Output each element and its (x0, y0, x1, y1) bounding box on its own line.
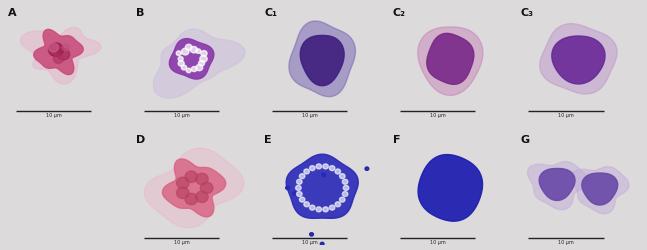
Circle shape (200, 56, 207, 63)
Circle shape (340, 197, 345, 202)
Circle shape (316, 164, 322, 169)
Circle shape (322, 174, 325, 177)
Text: 10 μm: 10 μm (173, 113, 190, 117)
Text: F: F (393, 135, 400, 144)
Circle shape (329, 166, 335, 171)
Circle shape (185, 171, 197, 183)
Circle shape (190, 47, 197, 54)
Circle shape (304, 202, 309, 207)
Text: B: B (137, 8, 145, 18)
Circle shape (199, 61, 204, 67)
Text: C₃: C₃ (521, 8, 534, 18)
Circle shape (178, 57, 183, 62)
Circle shape (296, 186, 301, 191)
Circle shape (49, 44, 58, 53)
Text: C₂: C₂ (393, 8, 406, 18)
Text: A: A (8, 8, 17, 18)
Polygon shape (170, 40, 214, 80)
Circle shape (309, 205, 315, 210)
Circle shape (176, 52, 181, 56)
Circle shape (177, 187, 189, 199)
Circle shape (201, 182, 213, 194)
Circle shape (323, 164, 329, 169)
Circle shape (195, 191, 208, 203)
Circle shape (62, 45, 70, 52)
Circle shape (316, 207, 322, 212)
Circle shape (57, 49, 70, 61)
Text: 10 μm: 10 μm (430, 113, 446, 117)
Circle shape (196, 65, 203, 71)
Text: 10 μm: 10 μm (45, 113, 61, 117)
Circle shape (335, 202, 340, 207)
Circle shape (186, 69, 191, 73)
Polygon shape (418, 28, 483, 96)
Polygon shape (286, 154, 358, 218)
Polygon shape (571, 167, 629, 214)
Polygon shape (527, 162, 588, 210)
Polygon shape (21, 28, 101, 85)
Text: G: G (521, 135, 530, 144)
Circle shape (329, 205, 335, 210)
Circle shape (365, 167, 369, 171)
Text: E: E (265, 135, 272, 144)
Circle shape (54, 55, 63, 64)
Circle shape (177, 178, 189, 189)
Polygon shape (539, 169, 575, 201)
Polygon shape (552, 37, 605, 84)
Circle shape (310, 233, 313, 236)
Text: 10 μm: 10 μm (302, 113, 318, 117)
Polygon shape (144, 148, 244, 228)
Text: D: D (137, 135, 146, 144)
Polygon shape (418, 155, 483, 221)
Text: 10 μm: 10 μm (173, 239, 190, 244)
Polygon shape (300, 36, 344, 86)
Circle shape (192, 67, 197, 72)
Circle shape (196, 50, 201, 54)
Circle shape (395, 201, 399, 205)
Circle shape (300, 197, 305, 202)
Polygon shape (162, 159, 226, 217)
Circle shape (342, 180, 348, 184)
Circle shape (320, 242, 324, 246)
Circle shape (293, 192, 296, 195)
Circle shape (300, 174, 305, 179)
Circle shape (309, 166, 315, 171)
Polygon shape (540, 24, 617, 95)
Circle shape (342, 195, 346, 198)
Text: 10 μm: 10 μm (558, 239, 574, 244)
Circle shape (181, 66, 187, 71)
Circle shape (340, 174, 345, 179)
Text: 10 μm: 10 μm (430, 239, 446, 244)
Polygon shape (582, 173, 618, 205)
Text: C₁: C₁ (265, 8, 278, 18)
Polygon shape (289, 22, 355, 97)
Circle shape (342, 192, 348, 197)
Circle shape (344, 186, 349, 191)
Circle shape (195, 174, 208, 185)
Circle shape (304, 169, 309, 174)
Circle shape (296, 192, 302, 197)
Polygon shape (153, 30, 245, 99)
Polygon shape (427, 34, 474, 85)
Circle shape (178, 62, 184, 67)
Circle shape (182, 49, 189, 56)
Circle shape (296, 180, 302, 184)
Circle shape (335, 169, 340, 174)
Circle shape (185, 194, 197, 205)
Circle shape (185, 45, 192, 51)
Circle shape (201, 51, 207, 57)
Circle shape (323, 207, 329, 212)
Circle shape (49, 44, 63, 57)
Circle shape (286, 186, 289, 190)
Text: 10 μm: 10 μm (302, 239, 318, 244)
Polygon shape (34, 30, 83, 75)
Text: 10 μm: 10 μm (558, 113, 574, 117)
